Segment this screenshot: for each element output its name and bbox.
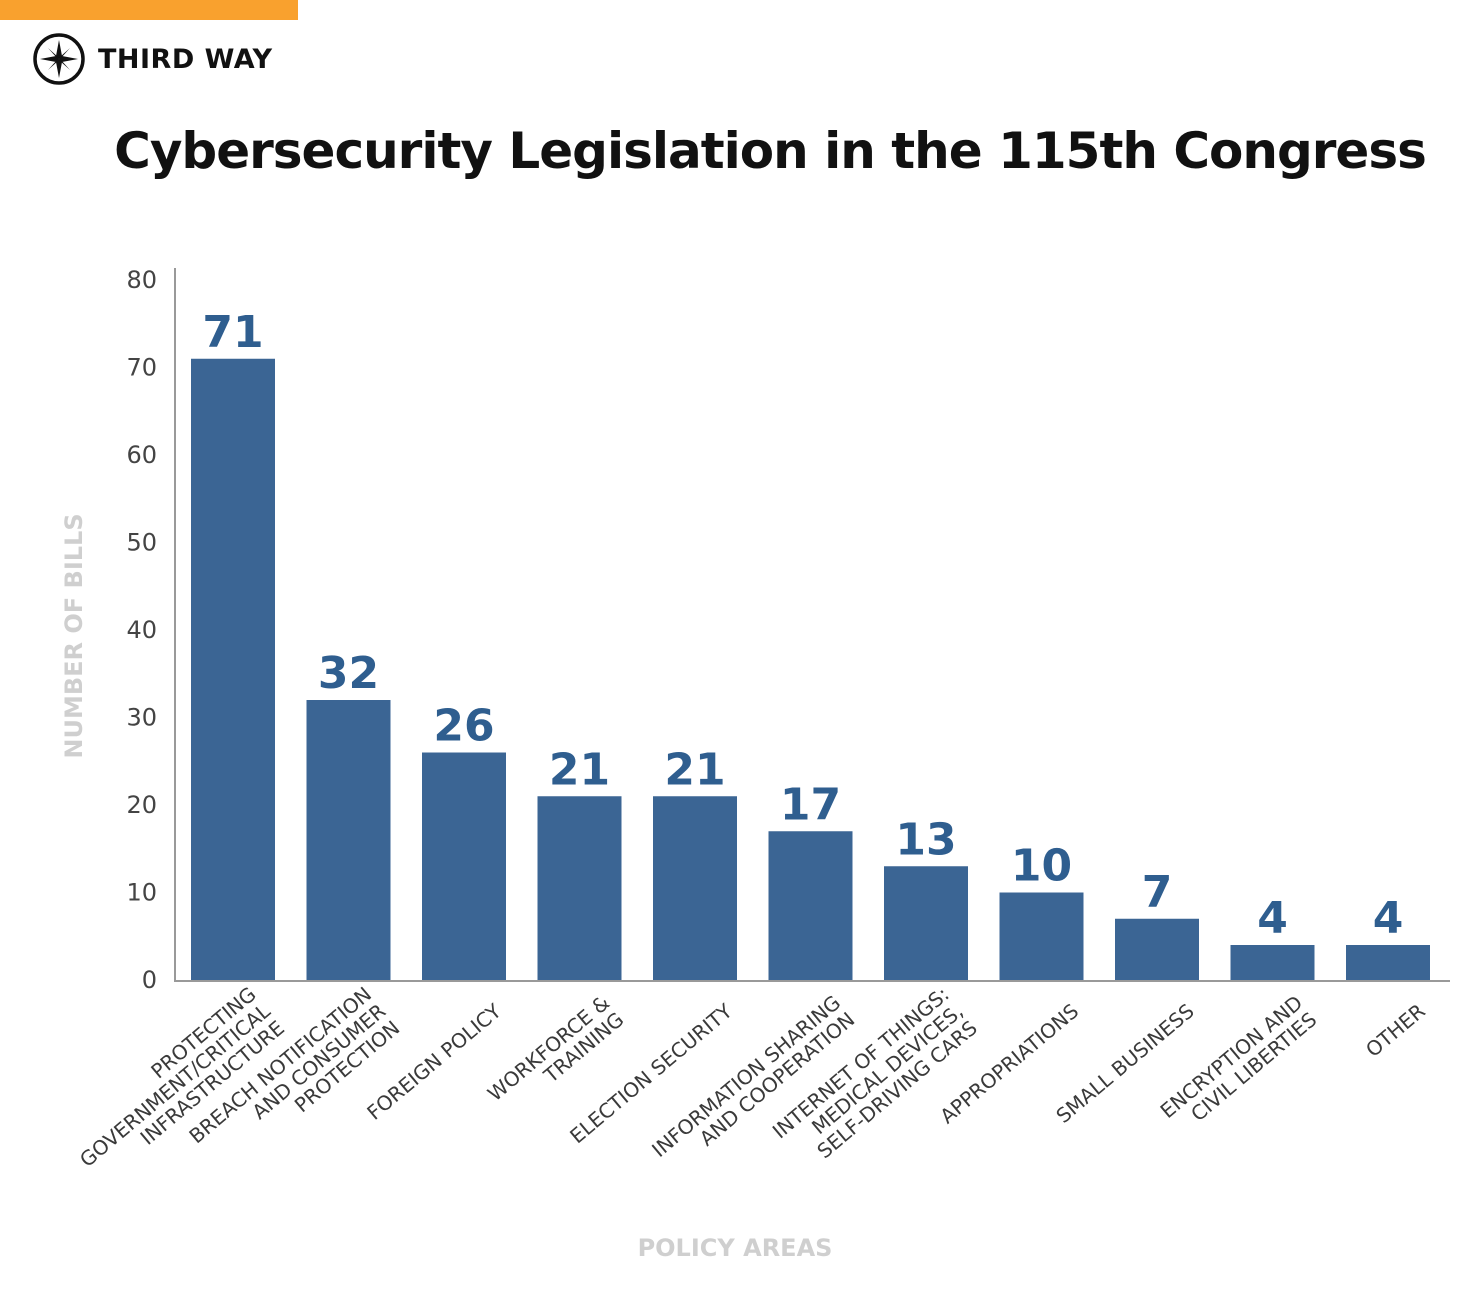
y-tick-label: 60 [126,441,157,469]
bar [1346,945,1430,980]
bar [537,796,622,980]
bar [884,866,968,980]
category-label-line: INFORMATION SHARING [647,990,845,1162]
brand: THIRD WAY [32,32,273,86]
bars [191,358,1430,980]
y-tick-label: 70 [126,354,157,382]
bar [999,892,1084,980]
y-tick-label: 20 [126,791,157,819]
y-tick-label: 0 [142,966,157,994]
chart-title: Cybersecurity Legislation in the 115th C… [114,122,1427,180]
bar-value-label: 71 [202,307,263,358]
y-tick-label: 80 [126,266,157,294]
bar [306,700,391,980]
bar-value-label: 21 [664,744,725,795]
y-tick-label: 10 [126,879,157,907]
bar [1230,945,1315,980]
brand-accent-bar [0,0,298,20]
compass-star-icon [33,33,85,85]
value-labels: 71 32 26 21 21 17 13 10 7 4 4 [202,307,1403,944]
bar-value-label: 13 [895,814,956,865]
brand-name: THIRD WAY [98,43,273,75]
bar-value-label: 21 [549,744,610,795]
bar [653,796,737,980]
y-tick-label: 30 [126,704,157,732]
bar-value-label: 7 [1142,867,1173,918]
bar [191,358,275,980]
bar [422,752,506,980]
bar-value-label: 32 [318,648,379,699]
bar-value-label: 10 [1011,841,1072,892]
category-labels: PROTECTINGGOVERNMENT/CRITICALINFRASTRUCT… [75,982,1430,1172]
y-axis-ticks: 0 10 20 30 40 50 60 70 80 [126,266,157,994]
category-label-line: OTHER [1361,999,1430,1062]
bar-value-label: 4 [1257,893,1288,944]
y-axis-title: NUMBER OF BILLS [60,513,88,758]
category-label: OTHER [1361,999,1430,1062]
y-tick-label: 50 [126,529,157,557]
bar [1115,918,1199,980]
bar-value-label: 17 [780,779,841,830]
bar [768,831,853,980]
y-tick-label: 40 [126,616,157,644]
bar-value-label: 26 [433,701,494,752]
category-label: INTERNET OF THINGS:MEDICAL DEVICES,SELF-… [768,982,982,1163]
x-axis-title: POLICY AREAS [638,1234,833,1262]
bar-value-label: 4 [1373,893,1404,944]
